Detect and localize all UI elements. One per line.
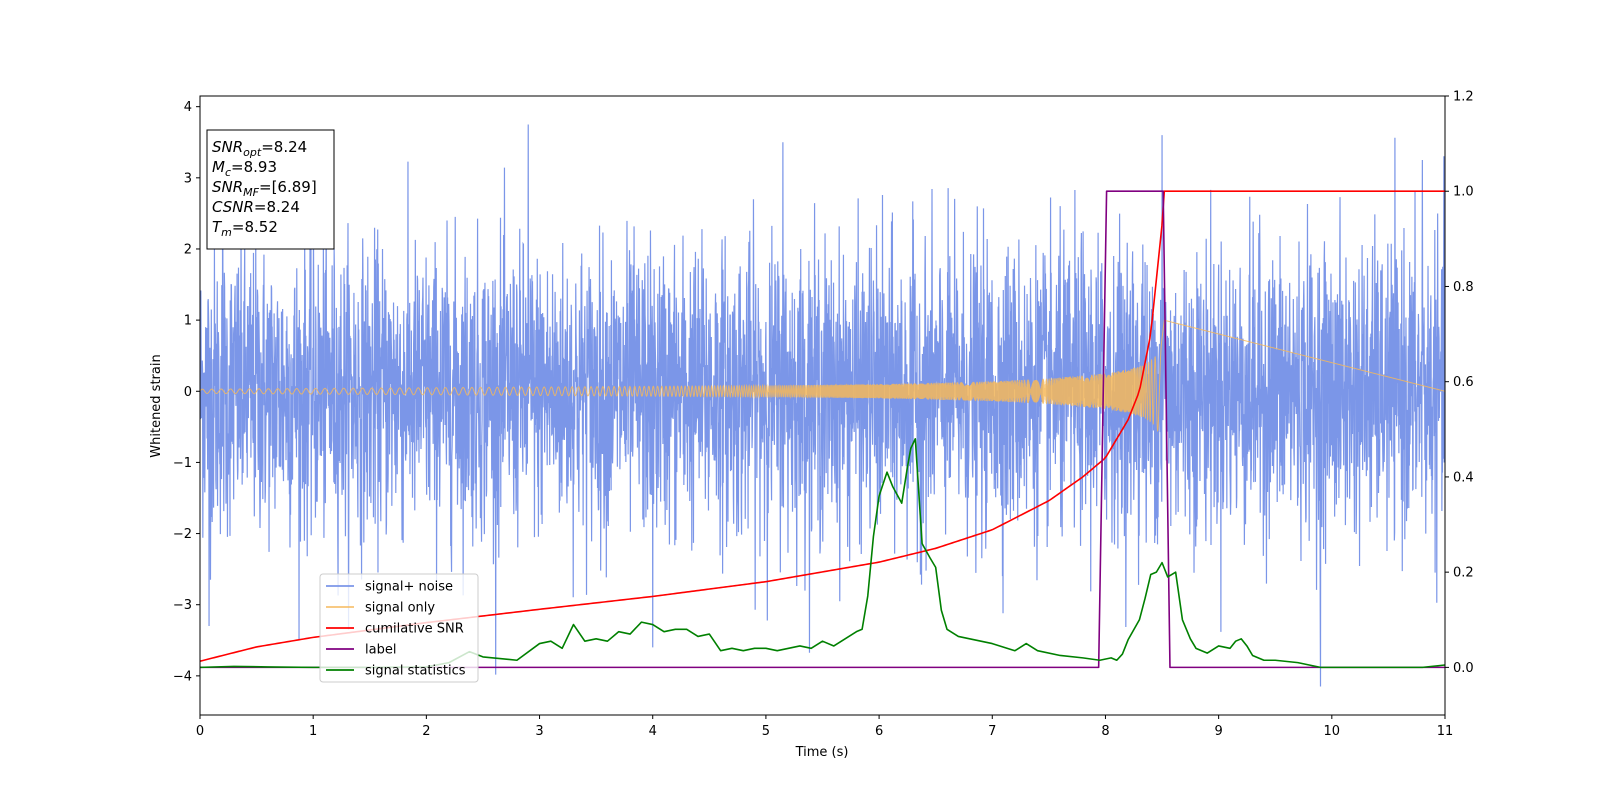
x-tick-label: 0	[196, 724, 204, 739]
y2-tick-label: 0.0	[1453, 661, 1474, 676]
series-signal-only	[200, 319, 1445, 432]
legend-label: signal only	[365, 601, 435, 616]
y-tick-label: −2	[173, 527, 192, 542]
y2-tick-label: 1.2	[1453, 90, 1474, 105]
y2-tick-label: 0.8	[1453, 280, 1474, 295]
x-tick-label: 5	[762, 724, 770, 739]
annotation-line: Tm=8.52	[212, 218, 278, 239]
y2-tick-label: 0.6	[1453, 375, 1474, 390]
x-tick-label: 8	[1101, 724, 1109, 739]
y-tick-label: 4	[184, 100, 192, 115]
legend-item-signal-only: signal only	[326, 601, 435, 616]
legend-label: signal+ noise	[365, 580, 453, 595]
annotation-line: SNRopt=8.24	[212, 138, 307, 159]
x-tick-label: 7	[988, 724, 996, 739]
y-tick-label: 3	[184, 171, 192, 186]
legend-item-signal-noise: signal+ noise	[326, 580, 453, 595]
legend-label: signal statistics	[365, 664, 466, 679]
y-axis-label: Whitened strain	[149, 354, 164, 457]
x-tick-label: 2	[422, 724, 430, 739]
y2-tick-label: 0.4	[1453, 470, 1474, 485]
annotation-line: Mc=8.93	[212, 158, 277, 179]
annotation-line: SNRMF=[6.89]	[212, 178, 317, 199]
legend-label: label	[365, 643, 396, 658]
y-tick-label: 1	[184, 314, 192, 329]
x-tick-label: 9	[1214, 724, 1222, 739]
annotation-box-frame	[206, 129, 335, 250]
y-tick-label: −4	[173, 669, 192, 684]
x-tick-label: 3	[535, 724, 543, 739]
legend-frame	[319, 573, 479, 683]
x-tick-label: 6	[875, 724, 883, 739]
legend-item-cumilative-snr: cumilative SNR	[326, 622, 464, 637]
x-axis-label: Time (s)	[795, 745, 849, 760]
y-tick-label: −3	[173, 598, 192, 613]
legend-item-signal-statistics: signal statistics	[326, 664, 466, 679]
legend: signal+ noise signal only cumilative SNR la…	[319, 573, 479, 683]
plot-frame	[199, 95, 1446, 716]
x-tick-label: 11	[1437, 724, 1454, 739]
series-label	[200, 190, 1445, 669]
x-tick-label: 10	[1324, 724, 1341, 739]
x-tick-label: 4	[649, 724, 657, 739]
legend-label: cumilative SNR	[365, 622, 464, 637]
y2-tick-label: 0.2	[1453, 566, 1474, 581]
y-tick-label: 2	[184, 242, 192, 257]
y-tick-label: −1	[173, 456, 192, 471]
x-tick-label: 1	[309, 724, 317, 739]
series-signal-statistics	[200, 438, 1445, 669]
y-tick-label: 0	[184, 385, 192, 400]
y2-tick-label: 1.0	[1453, 185, 1474, 200]
series-signal-plus-noise	[200, 124, 1445, 687]
annotation-line: CSNR=8.24	[212, 198, 300, 216]
legend-item-label: label	[326, 643, 396, 658]
